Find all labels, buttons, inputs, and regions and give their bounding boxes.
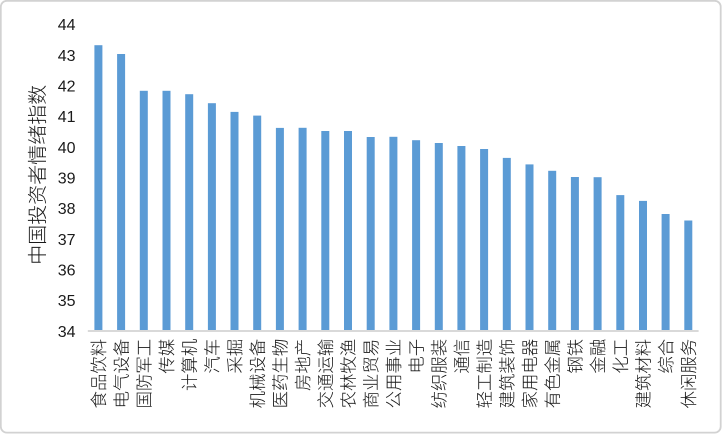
svg-text:34: 34 bbox=[58, 324, 76, 341]
svg-text:37: 37 bbox=[58, 232, 76, 249]
svg-text:36: 36 bbox=[58, 263, 76, 280]
svg-text:44: 44 bbox=[58, 17, 76, 34]
svg-text:39: 39 bbox=[58, 171, 76, 188]
svg-text:42: 42 bbox=[58, 79, 76, 96]
svg-text:35: 35 bbox=[58, 293, 76, 310]
svg-text:41: 41 bbox=[58, 109, 76, 126]
svg-text:38: 38 bbox=[58, 201, 76, 218]
svg-text:43: 43 bbox=[58, 48, 76, 65]
svg-text:40: 40 bbox=[58, 140, 76, 157]
